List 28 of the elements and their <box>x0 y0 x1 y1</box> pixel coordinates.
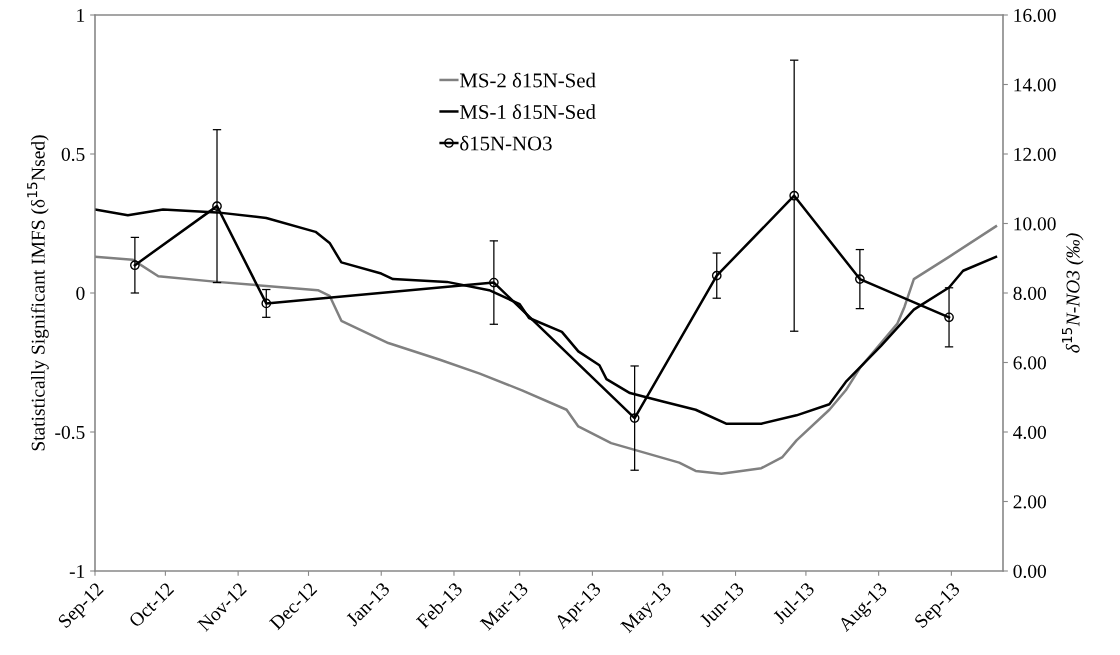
point <box>944 312 954 323</box>
point <box>130 260 140 271</box>
y-tick-label: 1 <box>77 8 85 22</box>
y2-tick-label: 16.00 <box>1014 8 1056 23</box>
y-tick-label: 0.5 <box>61 147 85 162</box>
y2-tick-label: 12.00 <box>1014 147 1056 162</box>
y2-tick-label: 6.00 <box>1013 356 1047 370</box>
point <box>212 201 222 211</box>
point <box>789 190 800 201</box>
legend-label: MS-2 δ15N-Sed <box>459 72 596 88</box>
y2-tick-label: 8.00 <box>1013 286 1047 301</box>
y2-tick-label: 4.00 <box>1013 425 1047 440</box>
legend-label: δ15N-NO3 <box>460 135 552 151</box>
y-axis-title: Statistically Significant IMFS (δ$^{15}$Nsed) <box>27 135 49 451</box>
y-tick-label: -1 <box>69 564 85 578</box>
point <box>261 298 272 309</box>
y2-tick-label: 0.00 <box>1013 564 1047 579</box>
y2-axis-title: δ$^{15}$N-NO3 (‰) <box>1062 233 1084 353</box>
point <box>489 277 499 288</box>
y2-tick-label: 2.00 <box>1013 495 1047 509</box>
point <box>629 413 640 423</box>
point <box>711 270 722 281</box>
y-tick-label: -0.5 <box>55 425 85 440</box>
y-tick-label: 0 <box>76 286 85 300</box>
y2-tick-label: 10.00 <box>1014 217 1056 231</box>
y2-tick-label: 14.00 <box>1014 78 1056 92</box>
legend-label: MS-1 δ15N-Sed <box>459 104 596 119</box>
point <box>855 274 865 284</box>
